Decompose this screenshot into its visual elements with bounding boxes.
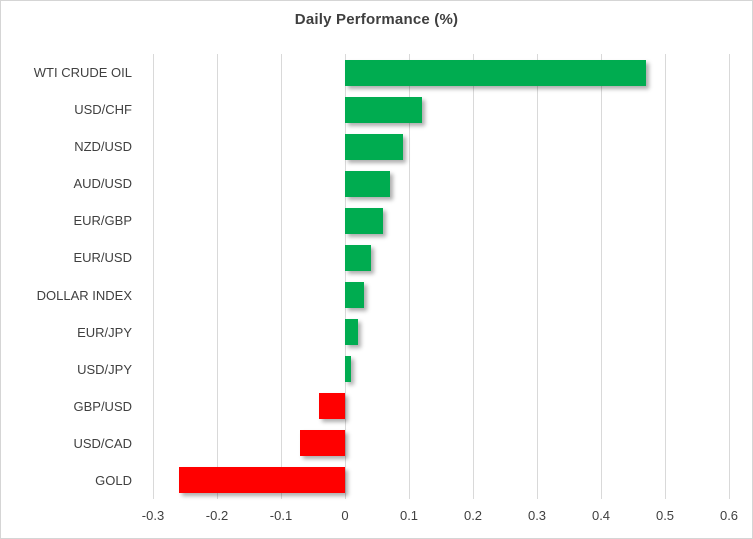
gridline xyxy=(344,54,346,499)
bar-dollar-index xyxy=(345,282,365,309)
gridline xyxy=(280,54,282,499)
x-tick-label: -0.1 xyxy=(269,508,293,523)
value-axis-labels: -0.3 -0.2 -0.1 0 0.1 0.2 0.3 0.4 0.5 0.6 xyxy=(142,499,738,531)
bar-gbp-usd xyxy=(319,393,345,420)
category-label: GBP/USD xyxy=(73,398,132,414)
bar-nzd-usd xyxy=(345,133,403,160)
x-tick-label: 0.4 xyxy=(591,508,611,523)
x-tick-label: -0.3 xyxy=(141,508,165,523)
category-label: USD/CHF xyxy=(74,102,132,118)
gridline xyxy=(536,54,538,499)
x-tick-label: 0.3 xyxy=(527,508,547,523)
category-label: USD/JPY xyxy=(77,361,132,377)
gridline xyxy=(664,54,666,499)
category-label: EUR/USD xyxy=(73,250,132,266)
x-tick-label: 0 xyxy=(341,508,349,523)
category-label: USD/CAD xyxy=(73,435,132,451)
category-label: NZD/USD xyxy=(74,139,132,155)
x-tick-label: -0.2 xyxy=(205,508,229,523)
x-tick-label: 0.1 xyxy=(399,508,419,523)
bar-usd-jpy xyxy=(345,356,352,383)
category-label: GOLD xyxy=(95,472,132,488)
chart-title: Daily Performance (%) xyxy=(294,11,459,28)
bar-eur-gbp xyxy=(345,207,384,234)
bar-usd-chf xyxy=(345,96,422,123)
category-label: WTI CRUDE OIL xyxy=(33,65,132,80)
category-label: EUR/GBP xyxy=(73,213,132,229)
x-tick-label: 0.2 xyxy=(463,508,483,523)
x-tick-label: 0.6 xyxy=(719,508,739,523)
category-label: DOLLAR INDEX xyxy=(36,287,132,303)
bar-eur-usd xyxy=(345,244,371,271)
category-label: AUD/USD xyxy=(73,176,132,192)
category-axis-labels: WTI CRUDE OIL USD/CHF NZD/USD AUD/USD EUR/GB… xyxy=(1,54,132,499)
gridline xyxy=(728,54,730,499)
x-tick-label: 0.5 xyxy=(655,508,675,523)
bar-aud-usd xyxy=(345,170,390,197)
bar-wti-crude-oil xyxy=(345,59,646,86)
bar-usd-cad xyxy=(300,430,345,457)
plot-area xyxy=(152,54,730,499)
bar-gold xyxy=(178,467,345,494)
gridline xyxy=(408,54,410,499)
gridline xyxy=(600,54,602,499)
gridline xyxy=(216,54,218,499)
category-label: EUR/JPY xyxy=(77,324,132,340)
gridline xyxy=(152,54,154,499)
gridline xyxy=(472,54,474,499)
bar-eur-jpy xyxy=(345,319,358,346)
